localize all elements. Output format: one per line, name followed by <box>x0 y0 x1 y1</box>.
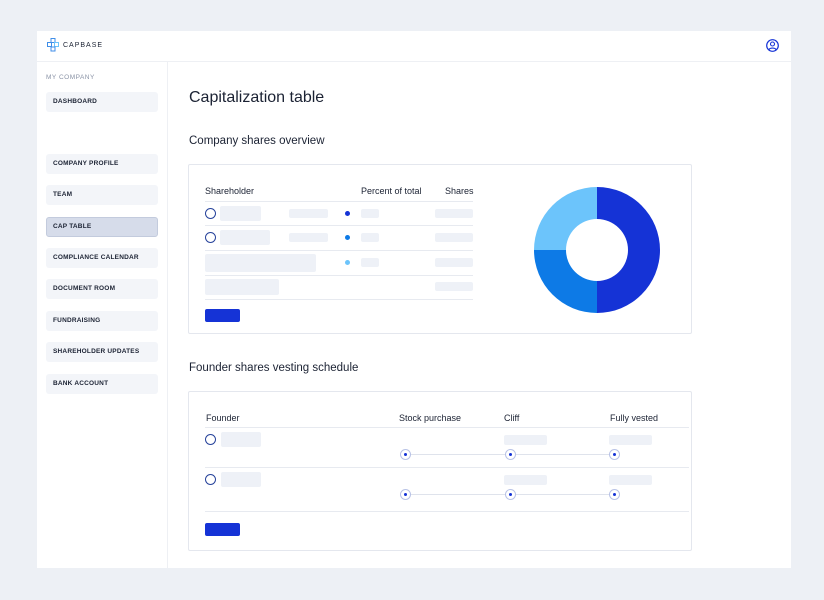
fully-vested-marker-icon[interactable] <box>609 489 620 500</box>
page-title: Capitalization table <box>189 89 325 106</box>
add-shareholder-button[interactable] <box>205 309 240 322</box>
shareholder-avatar-icon <box>205 232 216 243</box>
app-window: CAPBASE MY COMPANY DASHBOARD COMPANY PRO… <box>37 31 791 568</box>
row-divider <box>205 427 689 428</box>
vesting-card: Founder Stock purchase Cliff Fully veste… <box>188 391 692 551</box>
row-divider <box>205 299 473 300</box>
placeholder <box>435 209 473 218</box>
sidebar-item-dashboard[interactable]: DASHBOARD <box>46 92 158 112</box>
row-divider <box>205 275 473 276</box>
col-fully-vested: Fully vested <box>610 413 659 423</box>
placeholder <box>609 475 652 485</box>
donut-slice-2 <box>534 250 597 313</box>
placeholder <box>361 258 379 267</box>
sidebar-item-fundraising[interactable]: FUNDRAISING <box>46 311 158 331</box>
sidebar-item-team[interactable]: TEAM <box>46 185 158 205</box>
vesting-title: Founder shares vesting schedule <box>189 362 359 374</box>
placeholder <box>435 233 473 242</box>
row-divider <box>205 467 689 468</box>
placeholder <box>221 472 261 487</box>
col-shares: Shares <box>445 186 474 196</box>
placeholder <box>435 258 473 267</box>
cliff-marker-icon[interactable] <box>505 449 516 460</box>
placeholder <box>361 233 379 242</box>
row-divider <box>205 201 473 202</box>
user-circle-icon[interactable] <box>766 39 779 52</box>
sidebar-item-cap-table[interactable]: CAP TABLE <box>46 217 158 237</box>
placeholder <box>289 233 328 242</box>
logo[interactable]: CAPBASE <box>47 38 103 52</box>
overview-card: Shareholder Percent of total Shares <box>188 164 692 334</box>
donut-slice-1 <box>597 187 660 313</box>
overview-title: Company shares overview <box>189 135 325 147</box>
col-cliff: Cliff <box>504 413 520 423</box>
placeholder <box>289 209 328 218</box>
sidebar-heading: MY COMPANY <box>46 74 95 81</box>
sidebar-item-company-profile[interactable]: COMPANY PROFILE <box>46 154 158 174</box>
donut-slice-3 <box>534 187 597 250</box>
legend-dot-icon <box>345 260 350 265</box>
legend-dot-icon <box>345 235 350 240</box>
sidebar-item-document-room[interactable]: DOCUMENT ROOM <box>46 279 158 299</box>
add-founder-button[interactable] <box>205 523 240 536</box>
placeholder <box>504 475 547 485</box>
col-founder: Founder <box>206 413 240 423</box>
placeholder <box>221 432 261 447</box>
founder-avatar-icon <box>205 474 216 485</box>
placeholder <box>220 206 261 221</box>
capbase-logo-icon <box>47 38 59 52</box>
legend-dot-icon <box>345 211 350 216</box>
stock-purchase-marker-icon[interactable] <box>400 489 411 500</box>
placeholder <box>220 230 270 245</box>
row-divider <box>205 511 689 512</box>
placeholder <box>609 435 652 445</box>
placeholder <box>435 282 473 291</box>
sidebar-item-bank-account[interactable]: BANK ACCOUNT <box>46 374 158 394</box>
vesting-track <box>516 494 612 495</box>
shares-donut-chart <box>534 187 660 313</box>
fully-vested-marker-icon[interactable] <box>609 449 620 460</box>
col-percent: Percent of total <box>361 186 422 196</box>
shareholder-avatar-icon <box>205 208 216 219</box>
col-stock-purchase: Stock purchase <box>399 413 462 423</box>
row-divider <box>205 225 473 226</box>
vesting-track <box>411 494 506 495</box>
sidebar: MY COMPANY DASHBOARD COMPANY PROFILE TEA… <box>37 62 168 568</box>
cliff-marker-icon[interactable] <box>505 489 516 500</box>
placeholder <box>205 279 279 295</box>
col-shareholder: Shareholder <box>205 186 255 196</box>
row-divider <box>205 250 473 251</box>
top-bar: CAPBASE <box>37 31 791 62</box>
stock-purchase-marker-icon[interactable] <box>400 449 411 460</box>
founder-avatar-icon <box>205 434 216 445</box>
sidebar-item-shareholder-updates[interactable]: SHAREHOLDER UPDATES <box>46 342 158 362</box>
vesting-track <box>516 454 612 455</box>
placeholder <box>361 209 379 218</box>
sidebar-item-compliance-calendar[interactable]: COMPLIANCE CALENDAR <box>46 248 158 268</box>
app-name: CAPBASE <box>63 41 104 49</box>
vesting-track <box>411 454 506 455</box>
placeholder <box>504 435 547 445</box>
placeholder <box>205 254 316 272</box>
